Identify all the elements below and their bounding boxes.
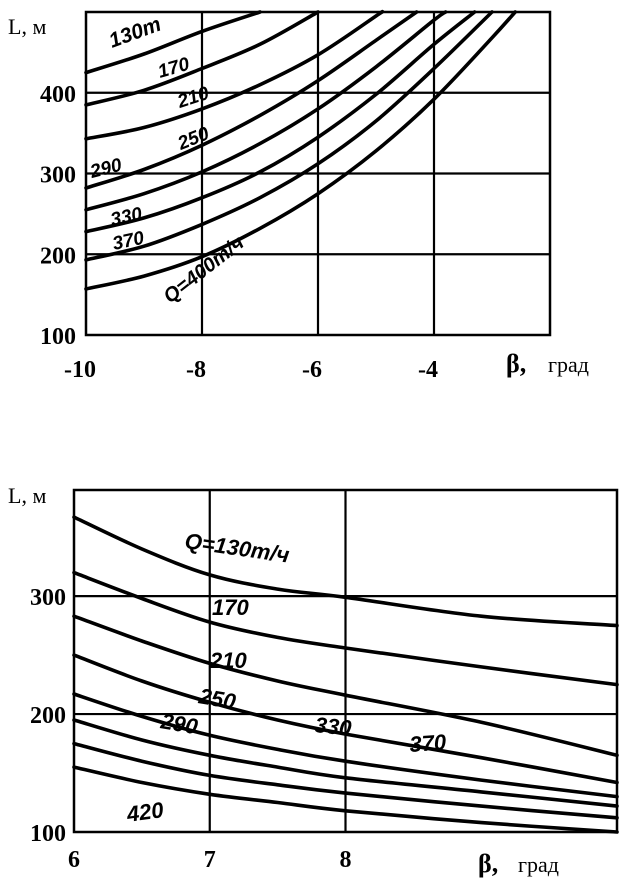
bottom-series-line-2 <box>72 570 619 687</box>
top-curve-label-250: 250 <box>174 123 213 155</box>
bottom-curve-label-250: 250 <box>196 683 238 714</box>
top-series-line-7 <box>84 10 494 262</box>
top-x-tick-label: -4 <box>418 357 438 383</box>
bottom-series-line-8 <box>72 765 619 834</box>
bottom-x-tick-label: 8 <box>340 847 352 873</box>
top-curve-label-330: 330 <box>109 204 145 231</box>
bottom-curve-label-420: 420 <box>124 797 166 827</box>
bottom-series-line-5 <box>72 692 619 799</box>
top-x-tick-label: -8 <box>186 357 206 383</box>
top-series-line-6 <box>84 10 477 234</box>
bottom-curve-label-130: Q=130т/ч <box>183 528 291 567</box>
bottom-curve-label-370: 370 <box>409 729 448 757</box>
bottom-y-tick-label: 300 <box>30 585 66 611</box>
top-y-tick-label: 100 <box>40 324 76 350</box>
top-series-line-4 <box>84 10 419 190</box>
bottom-series-line-7 <box>72 741 619 820</box>
bottom-curve-label-210: 210 <box>209 648 247 673</box>
bottom-series-line-1 <box>72 515 619 628</box>
chart-bottom: 6 7 8 100 200 300 L, м β, град Q=130т/ч 170 2… <box>8 483 619 878</box>
top-series-line-5 <box>84 10 448 212</box>
bottom-curve-label-290: 290 <box>158 708 200 739</box>
top-curve-label-400: Q=400т/ч <box>160 232 249 308</box>
top-x-axis-symbol: β, <box>506 349 526 378</box>
bottom-x-axis-symbol: β, <box>478 849 498 878</box>
bottom-x-axis-unit: град <box>518 852 559 877</box>
top-curve-label-170: 170 <box>156 54 193 83</box>
bottom-y-axis-label: L, м <box>8 483 46 508</box>
top-curves <box>84 9 517 291</box>
top-x-tick-label: -10 <box>64 357 96 383</box>
bottom-curves <box>72 515 619 834</box>
bottom-y-tick-label: 200 <box>30 703 66 729</box>
bottom-curve-label-330: 330 <box>313 712 353 741</box>
bottom-y-tick-label: 100 <box>30 821 66 847</box>
top-y-tick-label: 300 <box>40 163 76 189</box>
bottom-curve-label-170: 170 <box>212 595 249 620</box>
bottom-x-tick-label: 6 <box>68 847 80 873</box>
bottom-plot-frame <box>72 488 619 834</box>
bottom-x-tick-label: 7 <box>204 847 216 873</box>
top-curve-label-370: 370 <box>111 228 147 255</box>
bottom-series-line-3 <box>72 614 619 758</box>
top-tick-labels: -10 -8 -6 -4 100 200 300 400 <box>40 82 438 383</box>
top-y-tick-label: 200 <box>40 243 76 269</box>
bottom-series-line-6 <box>72 718 619 808</box>
top-x-tick-label: -6 <box>302 357 322 383</box>
bottom-grid <box>74 490 617 832</box>
bottom-series-line-4 <box>72 653 619 785</box>
bottom-tick-labels: 6 7 8 100 200 300 <box>30 585 352 873</box>
top-series-line-1 <box>84 10 262 75</box>
top-curve-label-130: 130т <box>106 13 164 53</box>
top-x-axis-unit: град <box>548 352 589 377</box>
top-y-tick-label: 400 <box>40 82 76 108</box>
top-series-line-3 <box>84 9 385 141</box>
top-series-line-8 <box>84 10 517 291</box>
top-series-line-2 <box>84 10 320 107</box>
top-plot-frame <box>84 10 552 337</box>
top-grid <box>86 12 550 335</box>
top-y-axis-label: L, м <box>8 14 46 39</box>
